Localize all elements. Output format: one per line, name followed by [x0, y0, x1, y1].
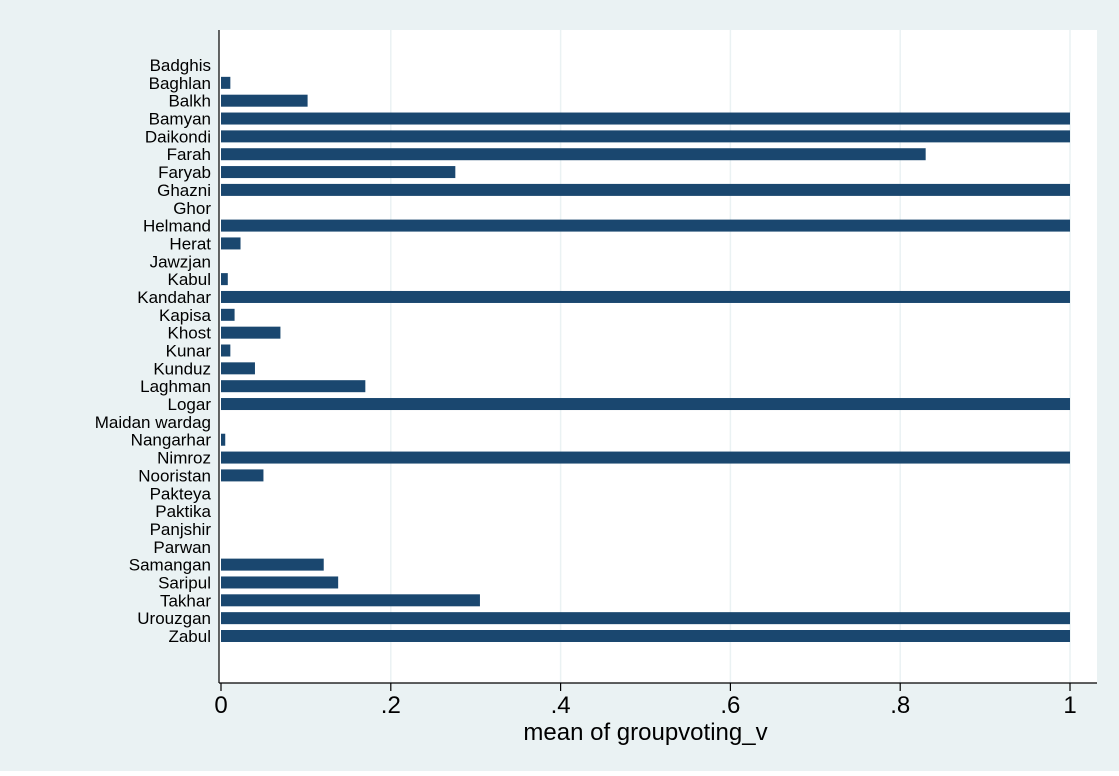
bar-kabul: [221, 273, 228, 286]
bar-kunduz: [221, 362, 255, 375]
y-tick-label-khost: Khost: [168, 324, 212, 343]
y-tick-label-bamyan: Bamyan: [149, 110, 211, 129]
y-tick-label-kapisa: Kapisa: [159, 306, 212, 325]
y-tick-label-kandahar: Kandahar: [137, 288, 211, 307]
y-tick-label-herat: Herat: [169, 234, 211, 253]
x-tick-label-5: 1: [1063, 692, 1076, 719]
y-tick-label-baghlan: Baghlan: [149, 74, 211, 93]
y-tick-label-farah: Farah: [167, 145, 211, 164]
bar-saripul: [221, 576, 339, 589]
y-tick-label-jawzjan: Jawzjan: [150, 252, 211, 271]
y-tick-label-logar: Logar: [168, 395, 212, 414]
x-axis-title: mean of groupvoting_v: [523, 719, 767, 746]
bar-nooristan: [221, 469, 264, 482]
y-tick-label-maidan-wardag: Maidan wardag: [95, 413, 211, 432]
y-tick-label-saripul: Saripul: [158, 573, 211, 592]
bar-ghazni: [221, 183, 1070, 196]
y-tick-label-samangan: Samangan: [129, 556, 211, 575]
bar-kapisa: [221, 308, 235, 321]
y-tick-label-kunduz: Kunduz: [153, 359, 211, 378]
bar-bamyan: [221, 112, 1070, 125]
y-tick-label-ghazni: Ghazni: [157, 181, 211, 200]
bar-farah: [221, 148, 926, 161]
bar-herat: [221, 237, 241, 250]
bar-urouzgan: [221, 612, 1070, 625]
bar-khost: [221, 326, 281, 339]
y-tick-label-parwan: Parwan: [153, 538, 211, 557]
bar-kandahar: [221, 290, 1070, 303]
y-tick-label-zabul: Zabul: [168, 627, 211, 646]
bar-baghlan: [221, 76, 231, 89]
y-tick-label-urouzgan: Urouzgan: [137, 609, 211, 628]
bar-samangan: [221, 558, 324, 571]
y-tick-label-helmand: Helmand: [143, 217, 211, 236]
bar-daikondi: [221, 130, 1070, 143]
bar-nangarhar: [221, 433, 226, 446]
y-tick-label-laghman: Laghman: [140, 377, 211, 396]
x-tick-label-2: .4: [551, 692, 571, 719]
y-tick-label-paktika: Paktika: [155, 502, 211, 521]
bar-takhar: [221, 594, 480, 607]
y-tick-label-faryab: Faryab: [158, 163, 211, 182]
bar-balkh: [221, 94, 308, 107]
plot-background: [219, 30, 1097, 683]
x-tick-label-0: 0: [214, 692, 227, 719]
bar-nimroz: [221, 451, 1070, 464]
x-tick-label-4: .8: [890, 692, 910, 719]
y-tick-label-nangarhar: Nangarhar: [131, 431, 212, 450]
y-tick-label-kunar: Kunar: [166, 342, 212, 361]
y-tick-label-ghor: Ghor: [173, 199, 211, 218]
y-tick-label-badghis: Badghis: [150, 56, 211, 75]
y-tick-label-nimroz: Nimroz: [157, 449, 211, 468]
bar-helmand: [221, 219, 1070, 232]
y-tick-label-kabul: Kabul: [168, 270, 211, 289]
y-tick-label-daikondi: Daikondi: [145, 127, 211, 146]
bar-kunar: [221, 344, 231, 357]
y-tick-label-pakteya: Pakteya: [150, 484, 212, 503]
bar-laghman: [221, 380, 366, 393]
y-tick-label-panjshir: Panjshir: [150, 520, 212, 539]
y-tick-label-nooristan: Nooristan: [138, 466, 211, 485]
bar-faryab: [221, 166, 456, 179]
bar-logar: [221, 398, 1070, 411]
x-tick-label-1: .2: [381, 692, 401, 719]
x-tick-label-3: .6: [720, 692, 740, 719]
y-tick-label-takhar: Takhar: [160, 591, 211, 610]
y-tick-label-balkh: Balkh: [168, 92, 211, 111]
bar-zabul: [221, 630, 1070, 642]
